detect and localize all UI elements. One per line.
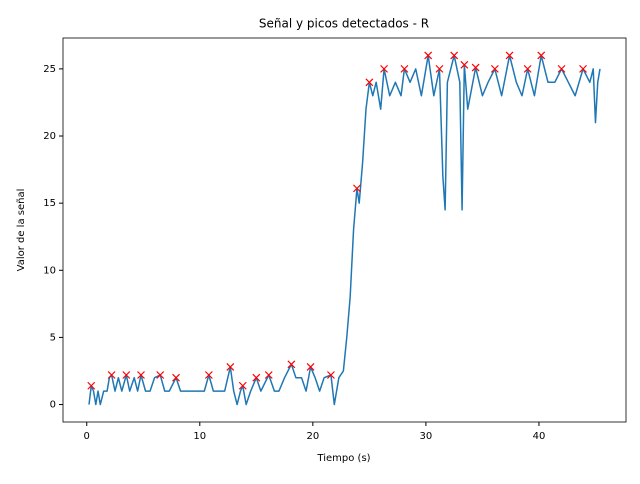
- y-tick-label: 25: [43, 64, 56, 75]
- peak-marker: [107, 371, 116, 379]
- peak-marker: [537, 51, 546, 60]
- chart-title: Señal y picos detectados - R: [259, 17, 429, 31]
- peak-marker: [172, 373, 180, 382]
- peak-marker: [287, 360, 296, 369]
- y-tick-label: 15: [43, 198, 56, 209]
- peak-marker: [365, 78, 374, 87]
- x-axis-label: Tiempo (s): [316, 453, 370, 464]
- x-tick-label: 10: [193, 431, 206, 442]
- signal-line: [88, 54, 601, 406]
- peak-marker: [450, 51, 459, 60]
- peak-marker: [226, 363, 235, 371]
- x-tick-label: 20: [306, 431, 319, 442]
- x-tick-label: 30: [420, 431, 433, 442]
- peak-marker: [579, 64, 587, 73]
- y-tick-label: 10: [43, 265, 56, 276]
- peak-marker: [380, 64, 388, 73]
- peak-marker: [435, 64, 444, 73]
- x-tick-label: 40: [533, 431, 546, 442]
- y-tick-label: 5: [50, 332, 56, 343]
- peak-marker: [137, 371, 145, 379]
- peak-marker: [424, 51, 433, 60]
- y-tick-label: 0: [50, 400, 56, 411]
- peak-marker: [557, 64, 566, 73]
- peak-marker: [238, 381, 247, 390]
- y-tick-label: 20: [43, 131, 56, 142]
- peak-marker: [523, 64, 532, 73]
- peak-marker: [156, 371, 165, 379]
- peak-marker: [252, 373, 261, 382]
- peak-marker: [400, 64, 409, 73]
- peak-marker: [505, 51, 514, 60]
- peak-marker: [204, 371, 213, 379]
- peak-marker: [87, 381, 96, 390]
- peak-marker: [353, 184, 361, 193]
- peak-marker: [490, 64, 499, 73]
- peak-marker: [122, 371, 131, 379]
- plot-frame: [62, 37, 627, 423]
- peak-marker: [306, 363, 315, 371]
- x-tick-label: 0: [84, 431, 90, 442]
- y-axis-label: Valor de la señal: [16, 189, 27, 272]
- peak-marker: [327, 371, 335, 379]
- peak-marker: [460, 60, 469, 69]
- peak-marker: [471, 63, 480, 72]
- peak-marker: [264, 371, 273, 379]
